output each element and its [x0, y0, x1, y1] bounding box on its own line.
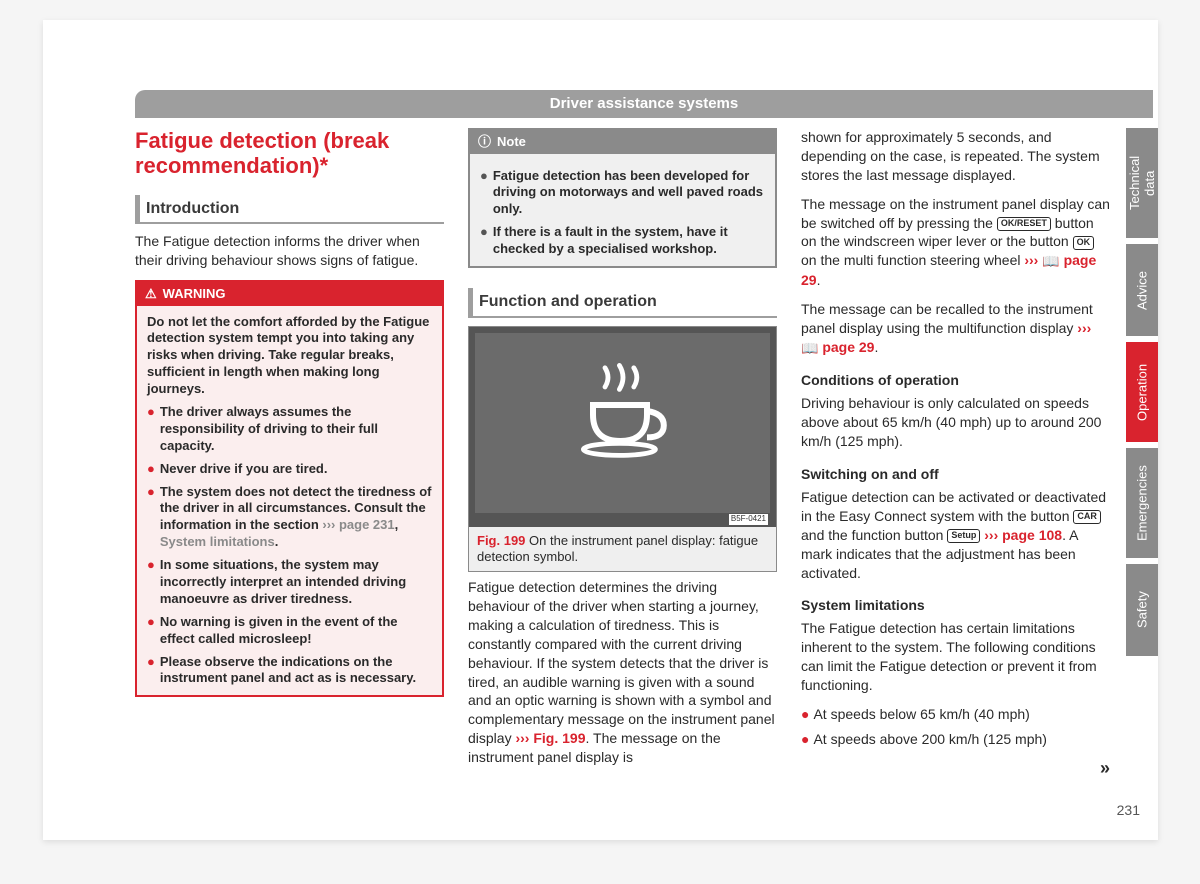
note-bullet-1: ●Fatigue detection has been developed fo…	[480, 168, 765, 219]
col3-p1: shown for approximately 5 seconds, and d…	[801, 128, 1110, 185]
warning-header: ⚠ WARNING	[137, 282, 442, 306]
warning-box: ⚠ WARNING Do not let the comfort afforde…	[135, 280, 444, 697]
warning-bullet-5: ●No warning is given in the event of the…	[147, 614, 432, 648]
continue-icon: »	[1100, 756, 1106, 780]
ok-button-label: OK	[1073, 236, 1095, 250]
intro-heading: Introduction	[135, 195, 444, 225]
side-tab-advice[interactable]: Advice	[1126, 244, 1158, 336]
warning-bullet-1: ●The driver always assumes the responsib…	[147, 404, 432, 455]
warning-b2-text: Never drive if you are tired.	[160, 461, 328, 478]
warning-intro: Do not let the comfort afforded by the F…	[147, 314, 432, 398]
switching-heading: Switching on and off	[801, 465, 1110, 484]
warning-bullet-2: ●Never drive if you are tired.	[147, 461, 432, 478]
col3-p2: The message on the instrument panel disp…	[801, 195, 1110, 290]
fig-199-link[interactable]: ››› Fig. 199	[515, 730, 585, 746]
conditions-heading: Conditions of operation	[801, 371, 1110, 390]
warning-label: WARNING	[163, 285, 226, 303]
lb1-text: At speeds below 65 km/h (40 mph)	[813, 706, 1029, 722]
side-tabs: Technical data Advice Operation Emergencies…	[1126, 128, 1158, 662]
figure-199: B5F-0421 Fig. 199 On the instrument pane…	[468, 326, 777, 573]
warning-b3-link2[interactable]: System limitations	[160, 534, 275, 549]
ok-reset-button-label: OK/RESET	[997, 217, 1051, 231]
col3-p2c: on the multi function steering wheel	[801, 252, 1024, 268]
warning-bullet-6: ●Please observe the indications on the i…	[147, 654, 432, 688]
setup-button-label: Setup	[947, 529, 980, 543]
warning-icon: ⚠	[145, 285, 157, 303]
switch-b: and the function button	[801, 527, 947, 543]
book-icon: 📖	[801, 339, 818, 358]
section-header: Driver assistance systems	[135, 90, 1153, 118]
warning-b4-text: In some situations, the system may incor…	[160, 557, 432, 608]
intro-text: The Fatigue detection informs the driver…	[135, 232, 444, 270]
column-1: Fatigue detection (break recommendation)…	[135, 128, 444, 798]
info-icon: ⓘ	[478, 133, 491, 151]
page-108-link[interactable]: ››› page 108	[984, 527, 1062, 543]
warning-b3-link1[interactable]: ››› page 231	[322, 517, 394, 532]
func-paragraph: Fatigue detection determines the driving…	[468, 578, 777, 767]
warning-b3-sep: ,	[395, 517, 399, 532]
col3-p3: The message can be recalled to the instr…	[801, 300, 1110, 358]
limitations-text: The Fatigue detection has certain limita…	[801, 619, 1110, 695]
switching-text: Fatigue detection can be activated or de…	[801, 488, 1110, 582]
page-number: 231	[1117, 802, 1140, 818]
func-p1a: Fatigue detection determines the driving…	[468, 579, 775, 746]
note-body: ●Fatigue detection has been developed fo…	[470, 154, 775, 266]
col3-p3a: The message can be recalled to the instr…	[801, 301, 1093, 336]
coffee-cup-icon	[563, 363, 683, 483]
note-header: ⓘ Note	[470, 130, 775, 154]
lb2-text: At speeds above 200 km/h (125 mph)	[813, 731, 1046, 747]
warning-bullet-3: ● The system does not detect the tiredne…	[147, 484, 432, 552]
content-columns: Fatigue detection (break recommendation)…	[135, 128, 1110, 798]
note-box: ⓘ Note ●Fatigue detection has been devel…	[468, 128, 777, 268]
note-b1-text: Fatigue detection has been developed for…	[493, 168, 765, 219]
limit-bullet-1: ●At speeds below 65 km/h (40 mph)	[801, 705, 1110, 724]
side-tab-technical-data[interactable]: Technical data	[1126, 128, 1158, 238]
page29b-text: page 29	[822, 339, 874, 355]
column-3: shown for approximately 5 seconds, and d…	[801, 128, 1110, 798]
figure-label: Fig. 199	[477, 533, 525, 548]
column-2: ⓘ Note ●Fatigue detection has been devel…	[468, 128, 777, 798]
note-bullet-2: ●If there is a fault in the system, have…	[480, 224, 765, 258]
figure-caption: Fig. 199 On the instrument panel display…	[469, 527, 776, 572]
note-b2-text: If there is a fault in the system, have …	[493, 224, 765, 258]
conditions-text: Driving behaviour is only calculated on …	[801, 394, 1110, 451]
warning-b5-text: No warning is given in the event of the …	[160, 614, 432, 648]
warning-body: Do not let the comfort afforded by the F…	[137, 306, 442, 696]
side-tab-emergencies[interactable]: Emergencies	[1126, 448, 1158, 558]
page-title: Fatigue detection (break recommendation)…	[135, 128, 444, 179]
book-icon: 📖	[1042, 252, 1059, 271]
switch-a: Fatigue detection can be activated or de…	[801, 489, 1106, 524]
limit-bullet-2: ●At speeds above 200 km/h (125 mph)	[801, 730, 1110, 749]
figure-image: B5F-0421	[469, 327, 776, 527]
page: Driver assistance systems Fatigue detect…	[43, 20, 1158, 840]
car-button-label: CAR	[1073, 510, 1101, 524]
warning-b6-text: Please observe the indications on the in…	[160, 654, 432, 688]
warning-b3-text: The system does not detect the tiredness…	[160, 484, 432, 552]
warning-b1-text: The driver always assumes the responsibi…	[160, 404, 432, 455]
function-heading: Function and operation	[468, 288, 777, 318]
limitations-heading: System limitations	[801, 596, 1110, 615]
side-tab-operation[interactable]: Operation	[1126, 342, 1158, 442]
warning-bullet-4: ●In some situations, the system may inco…	[147, 557, 432, 608]
warning-b3-dot: .	[275, 534, 279, 549]
figure-code: B5F-0421	[729, 514, 768, 525]
side-tab-safety[interactable]: Safety	[1126, 564, 1158, 656]
note-label: Note	[497, 133, 526, 151]
